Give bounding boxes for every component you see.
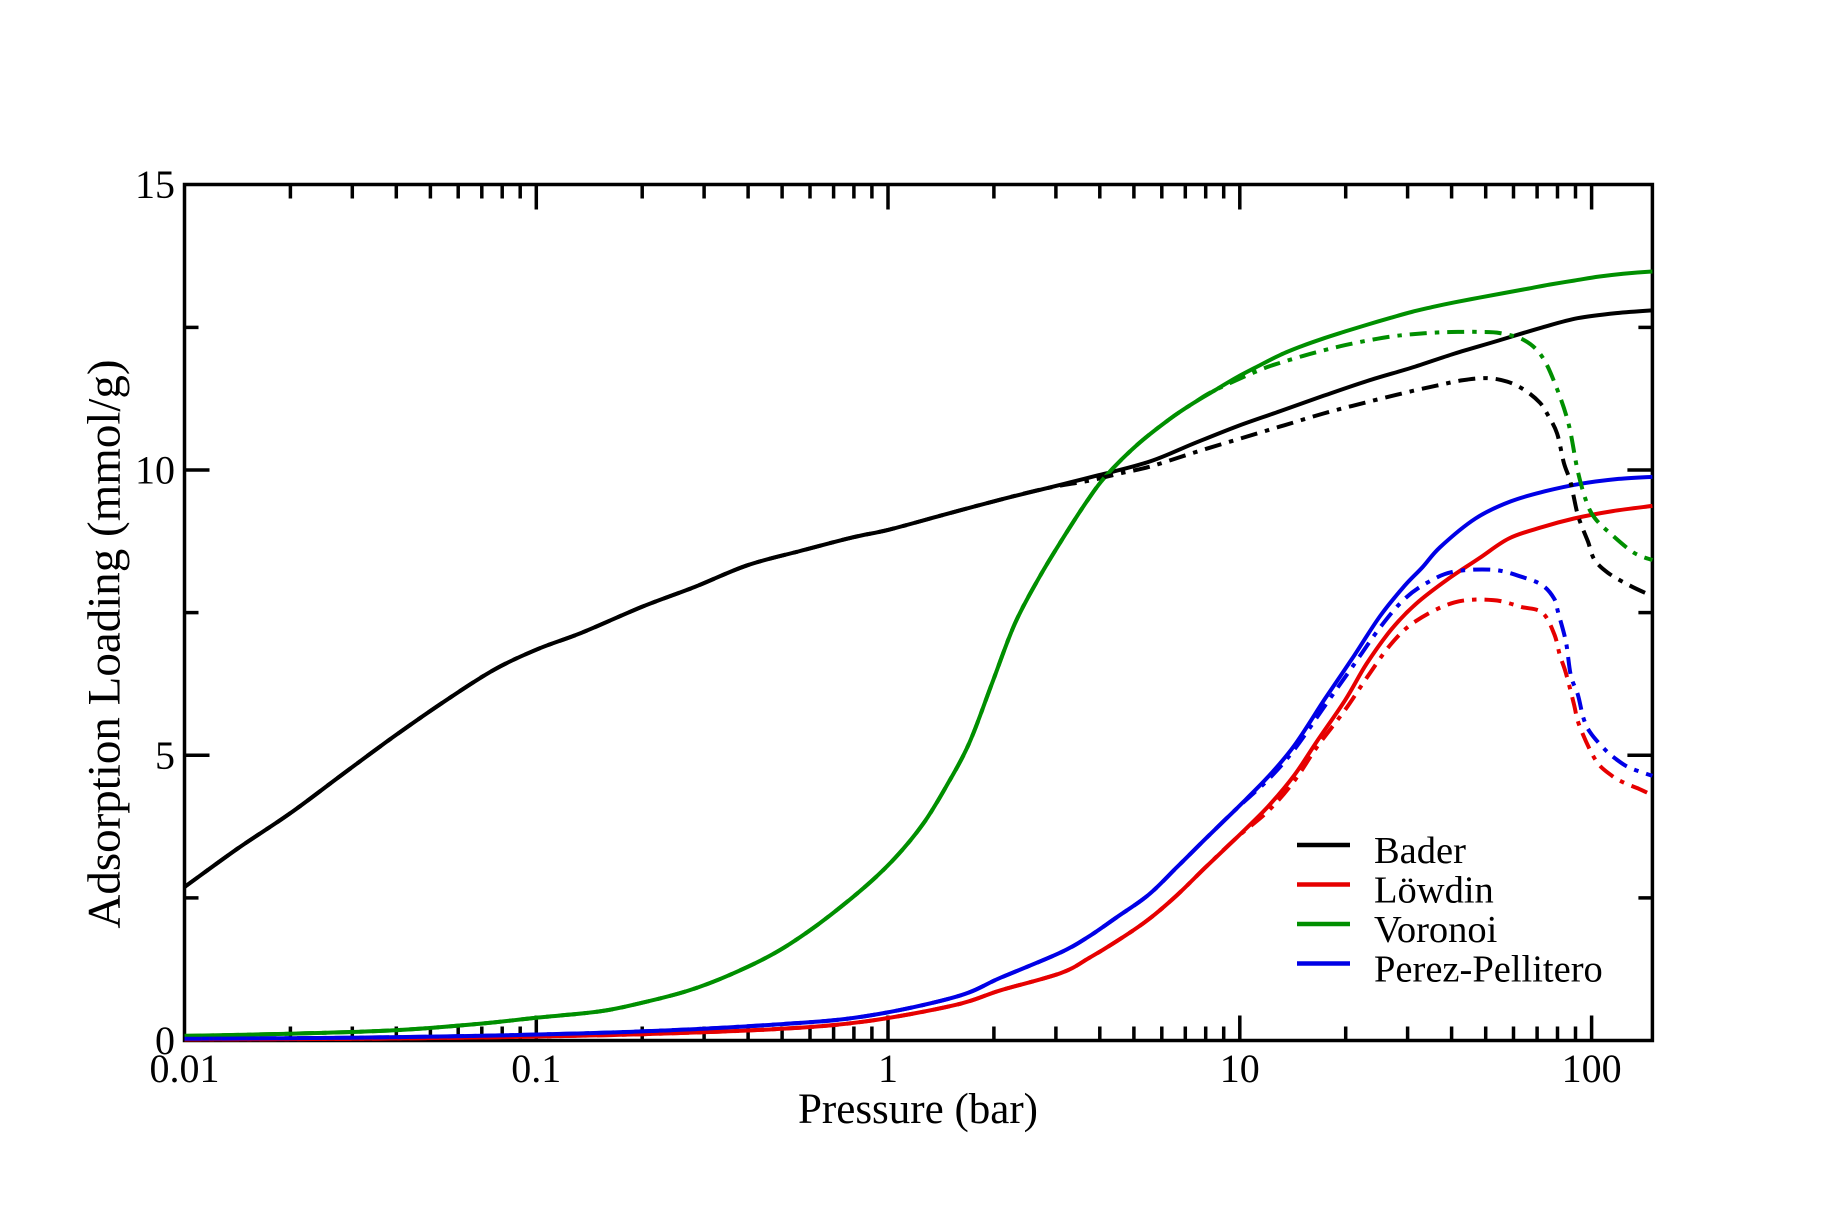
- svg-text:Löwdin: Löwdin: [1374, 870, 1494, 912]
- svg-text:0.1: 0.1: [511, 1046, 561, 1091]
- svg-text:Adsorption Loading (mmol/g): Adsorption Loading (mmol/g): [79, 359, 131, 928]
- svg-text:100: 100: [1562, 1046, 1622, 1091]
- svg-text:1: 1: [878, 1046, 898, 1091]
- svg-text:10: 10: [1220, 1046, 1260, 1091]
- svg-text:Voronoi: Voronoi: [1374, 909, 1497, 951]
- svg-text:10: 10: [135, 448, 175, 493]
- svg-text:0.01: 0.01: [150, 1046, 220, 1091]
- svg-text:Pressure (bar): Pressure (bar): [798, 1086, 1038, 1133]
- svg-text:0: 0: [155, 1018, 175, 1063]
- svg-text:5: 5: [155, 733, 175, 778]
- svg-text:Perez-Pellitero: Perez-Pellitero: [1374, 949, 1603, 991]
- svg-text:Bader: Bader: [1374, 830, 1466, 872]
- svg-text:15: 15: [135, 162, 175, 207]
